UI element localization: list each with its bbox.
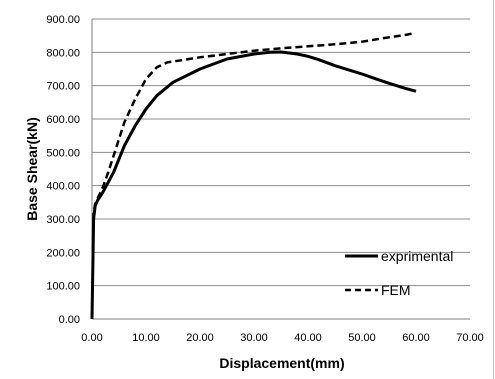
y-tick-label: 900.00 — [46, 14, 80, 26]
legend-label-exprimental: exprimental — [381, 248, 453, 264]
axes — [91, 19, 470, 320]
x-axis-title: Displacement(mm) — [219, 355, 344, 371]
x-tick-label: 60.00 — [402, 332, 430, 344]
series-line-fem — [90, 32, 414, 320]
y-tick-label: 500.00 — [46, 147, 80, 159]
y-tick-label: 200.00 — [46, 247, 80, 259]
x-tick-label: 20.00 — [186, 332, 214, 344]
y-tick-label: 800.00 — [46, 47, 80, 59]
x-tick-label: 0.00 — [81, 332, 102, 344]
y-tick-label: 300.00 — [46, 214, 80, 226]
x-tick-label: 50.00 — [348, 332, 376, 344]
legend: exprimental FEM — [345, 248, 453, 298]
right-border — [493, 0, 494, 379]
legend-label-fem: FEM — [381, 282, 411, 298]
x-tick-label: 10.00 — [132, 332, 160, 344]
y-axis-title: Base Shear(kN) — [24, 117, 40, 221]
y-tick-label: 0.00 — [59, 314, 80, 326]
series-line-exprimental — [90, 50, 417, 320]
y-tick-label: 600.00 — [46, 114, 80, 126]
series-lines — [90, 32, 417, 320]
y-tick-label: 700.00 — [46, 81, 80, 93]
y-tick-label: 100.00 — [46, 281, 80, 293]
y-tick-label: 400.00 — [46, 181, 80, 193]
x-tick-label: 40.00 — [294, 332, 322, 344]
x-tick-labels: 0.00 10.00 20.00 30.00 40.00 50.00 60.00 70.00 — [81, 332, 483, 344]
y-tick-labels: 0.00 100.00 200.00 300.00 400.00 500.00 600.00… — [46, 14, 80, 326]
grid-lines — [92, 18, 470, 287]
x-tick-label: 30.00 — [240, 332, 268, 344]
x-tick-label: 70.00 — [456, 332, 484, 344]
